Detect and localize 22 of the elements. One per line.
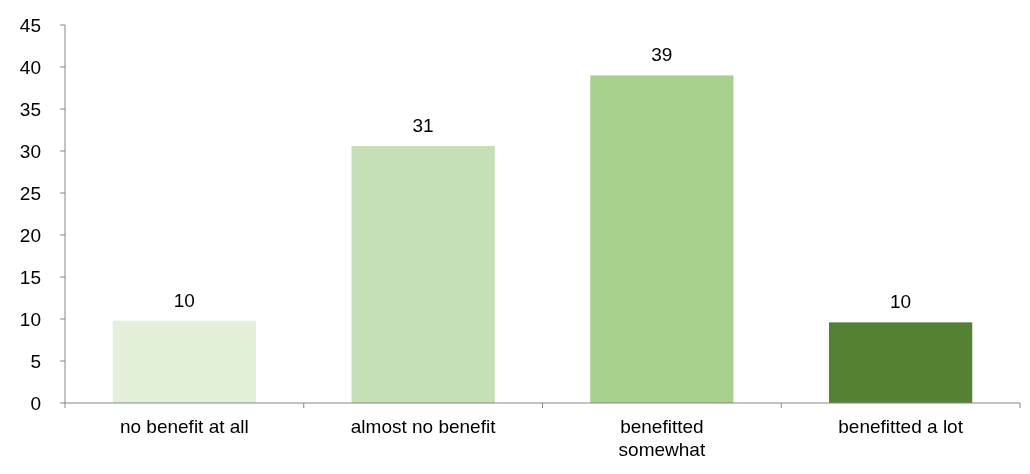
bar: [351, 145, 495, 403]
x-tick-label: almost no benefit: [350, 416, 497, 437]
y-tick-label: 10: [19, 308, 41, 330]
y-tick-label: 0: [30, 392, 41, 414]
y-tick-label: 20: [19, 224, 41, 246]
y-tick-label: 45: [19, 14, 41, 36]
y-tick-label: 15: [19, 266, 41, 288]
bar: [590, 75, 734, 403]
data-label: 10: [890, 291, 912, 313]
data-label: 10: [173, 289, 195, 311]
y-tick-label: 40: [19, 56, 41, 78]
x-tick-label: benefitted somewhat: [618, 416, 706, 460]
y-tick-label: 5: [30, 350, 41, 372]
y-tick-label: 30: [19, 140, 41, 162]
y-tick-label: 35: [19, 98, 41, 120]
data-label: 39: [651, 44, 673, 66]
data-label: 31: [412, 114, 434, 136]
y-tick-label: 25: [19, 182, 41, 204]
x-tick-label: benefitted a lot: [838, 416, 964, 437]
x-tick-label: no benefit at all: [119, 416, 249, 437]
bar: [112, 320, 256, 403]
bar: [829, 322, 973, 403]
